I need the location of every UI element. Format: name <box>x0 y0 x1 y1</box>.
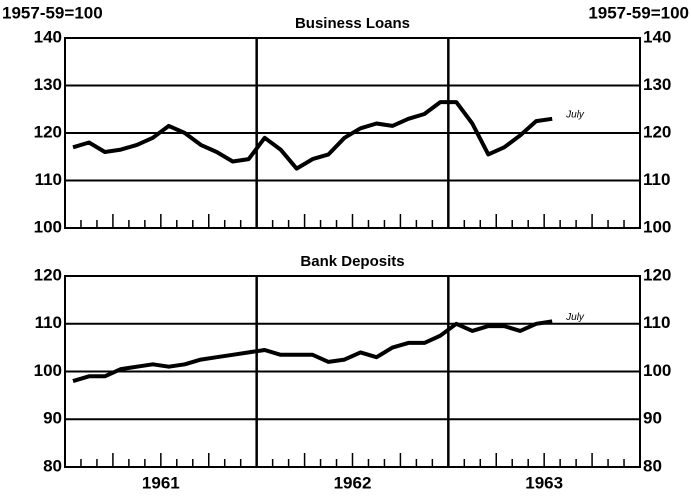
annotation: July <box>565 109 585 120</box>
y-tick-label: 120 <box>34 122 62 141</box>
y-tick-label: 130 <box>34 75 62 94</box>
y2-tick-label: 120 <box>643 265 671 284</box>
panel-title: Business Loans <box>295 15 410 32</box>
y-tick-label: 110 <box>35 313 62 332</box>
y2-tick-label: 130 <box>643 75 671 94</box>
data-line <box>72 319 553 384</box>
y2-tick-label: 110 <box>643 170 670 189</box>
y-axis-label: 1957-59=100 <box>2 3 103 22</box>
y2-tick-label: 140 <box>643 27 671 46</box>
x-tick-label: 1962 <box>334 473 372 492</box>
y-tick-label: 110 <box>35 170 62 189</box>
y-tick-label: 90 <box>43 409 62 428</box>
y-tick-label: 100 <box>34 217 62 236</box>
y-tick-label: 80 <box>43 456 62 475</box>
x-tick-label: 1961 <box>142 473 180 492</box>
panel-title: Bank Deposits <box>300 253 404 270</box>
annotation: July <box>565 312 585 323</box>
y2-tick-label: 80 <box>643 456 662 475</box>
y-tick-label: 100 <box>34 361 62 380</box>
y2-tick-label: 100 <box>643 217 671 236</box>
x-tick-label: 1963 <box>525 473 563 492</box>
data-line <box>72 100 553 171</box>
y2-tick-label: 120 <box>643 122 671 141</box>
y2-tick-label: 90 <box>643 409 662 428</box>
y2-tick-label: 110 <box>643 313 670 332</box>
y-tick-label: 120 <box>34 265 62 284</box>
y2-tick-label: 100 <box>643 361 671 380</box>
y-tick-label: 140 <box>34 27 62 46</box>
y2-axis-label: 1957-59=100 <box>588 3 689 22</box>
